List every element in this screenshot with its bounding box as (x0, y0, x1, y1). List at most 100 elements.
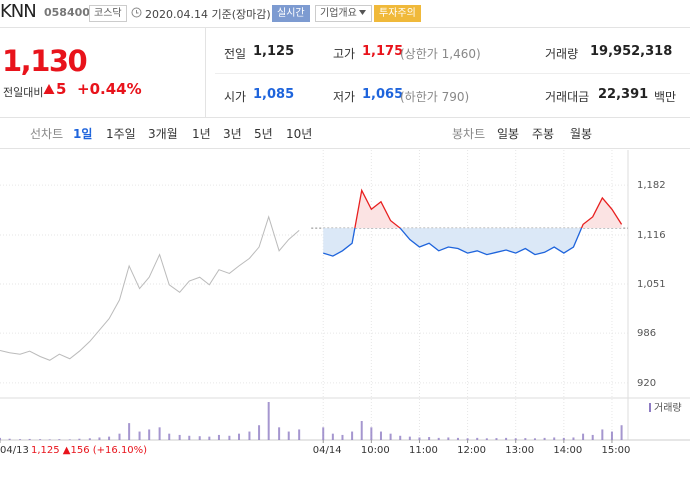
volume-bar (620, 425, 623, 440)
header: KNN 058400 코스닥 2020.04.14 기준(장마감) 실시간 기업… (0, 0, 690, 28)
dropdown-icon (359, 10, 366, 15)
volume-bar (178, 434, 181, 440)
volume-bar (138, 431, 141, 440)
volume-bar (485, 438, 488, 440)
volume-bar (228, 435, 231, 440)
tab[interactable]: 1년 (192, 127, 211, 141)
realtime-button[interactable]: 실시간 (272, 5, 310, 22)
volume-bar (188, 435, 191, 440)
volume-bar (543, 437, 546, 440)
volume-bar (379, 431, 382, 440)
tab[interactable]: 3개월 (148, 127, 178, 141)
legend-label: 거래량 (654, 402, 682, 414)
volume-bar (389, 433, 392, 440)
volume-bar (128, 423, 131, 440)
volume-bar (476, 437, 479, 440)
tab[interactable]: 일봉 (497, 127, 520, 141)
stat-label: 거래대금 (545, 90, 590, 104)
volume-bar (28, 438, 31, 440)
tab[interactable]: 10년 (286, 127, 313, 141)
volume-bar (58, 439, 61, 440)
tab[interactable]: 1주일 (106, 127, 136, 141)
volume-bar (168, 433, 171, 440)
tab[interactable]: 5년 (254, 127, 273, 141)
volume-bar (408, 436, 411, 440)
stock-name: KNN (0, 1, 37, 22)
volume-bar (322, 427, 325, 440)
stat-label: 시가 (224, 90, 247, 104)
change-pct: +0.44% (77, 80, 142, 98)
stat-note: (하한가 790) (400, 90, 470, 104)
date: 2020.04.14 기준(장마감) (145, 8, 271, 21)
stat-value: 1,085 (253, 87, 295, 102)
tab-bar (0, 117, 690, 149)
y-tick-label: 1,051 (637, 279, 666, 290)
stat-value: 22,391 (598, 87, 649, 102)
volume-bar (238, 433, 241, 440)
divider (215, 73, 690, 74)
volume-bar (428, 437, 431, 440)
volume-bar (258, 425, 261, 440)
volume-bar (108, 436, 111, 440)
volume-bar (582, 433, 585, 440)
change: 5 (56, 80, 67, 98)
stat-value: 1,175 (362, 44, 404, 59)
volume-bar (524, 438, 527, 440)
x-tick-label: 13:00 (505, 445, 534, 456)
tab[interactable]: 1일 (73, 127, 93, 141)
stat-label: 저가 (333, 90, 356, 104)
volume-bar (98, 437, 101, 440)
volume-bar (495, 438, 498, 440)
prev-summary: 1,125 ▲156 (+16.10%) (31, 445, 147, 456)
x-tick-label: 15:00 (602, 445, 631, 456)
price-line (0, 215, 300, 361)
volume-bar (287, 431, 290, 440)
volume-bar (267, 402, 270, 440)
warning-badge: 투자주의 (374, 5, 421, 22)
volume-bar (514, 438, 517, 440)
volume-bar (370, 427, 373, 440)
tab[interactable]: 3년 (223, 127, 242, 141)
volume-bar (8, 438, 11, 440)
tab[interactable]: 주봉 (532, 127, 555, 141)
volume-bar (88, 438, 91, 440)
volume-bar (505, 437, 508, 440)
y-tick-label: 986 (637, 328, 656, 339)
stat-value: 1,125 (253, 44, 295, 59)
volume-bar (278, 427, 281, 440)
stat-note: (상한가 1,460) (400, 47, 481, 61)
area-fill (323, 190, 622, 257)
price-line (323, 188, 623, 257)
overview-button[interactable]: 기업개요 (315, 5, 372, 22)
volume-bar (437, 437, 440, 440)
volume-bar (331, 433, 334, 440)
volume-bar (399, 435, 402, 440)
volume-bar (341, 434, 344, 440)
market-badge: 코스닥 (89, 5, 127, 22)
tab[interactable]: 월봉 (570, 127, 593, 141)
x-tick-label: 11:00 (409, 445, 438, 456)
x-tick-label: 04/14 (313, 445, 342, 456)
volume-bar (217, 434, 220, 440)
price: 1,130 (2, 44, 88, 78)
tab-group-label: 선차트 (30, 127, 64, 141)
volume-bar (248, 431, 251, 440)
stat-label: 고가 (333, 47, 356, 61)
stock-code: 058400 (44, 6, 90, 19)
overview-label: 기업개요 (320, 8, 357, 19)
volume-bar (118, 433, 121, 440)
x-tick-label: 12:00 (457, 445, 486, 456)
volume-bar (533, 438, 536, 440)
legend-swatch (649, 403, 651, 412)
volume-bar (148, 429, 151, 440)
volume-bar (48, 439, 51, 440)
volume-bar (78, 438, 81, 440)
volume-bar (19, 439, 22, 440)
volume-bar (466, 438, 469, 440)
volume-bar (562, 437, 565, 440)
volume-bar (198, 436, 201, 440)
volume-bar (447, 437, 450, 440)
up-arrow (43, 84, 55, 94)
